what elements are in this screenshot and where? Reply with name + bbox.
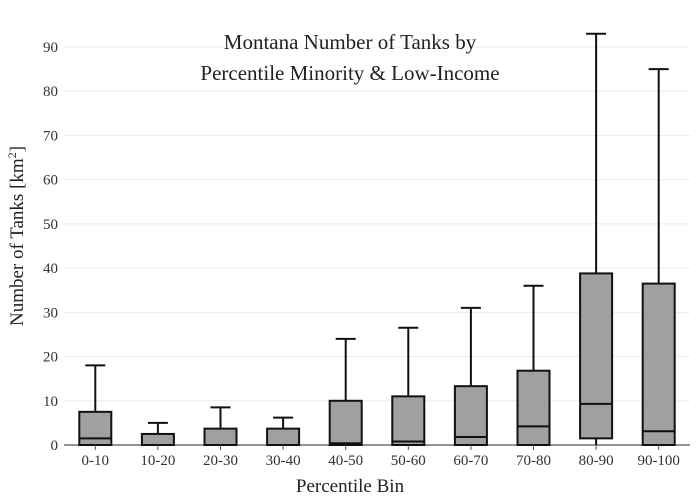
- box-0-10: [78, 364, 113, 447]
- box-iqr: [516, 369, 551, 446]
- box-80-90: [579, 32, 614, 445]
- y-tick-label: 30: [43, 305, 58, 321]
- chart-title-line-1: Montana Number of Tanks by: [223, 30, 477, 54]
- box-50-60: [391, 326, 426, 447]
- y-axis-title-end: ]: [7, 145, 29, 153]
- x-tick-label: 0-10: [82, 453, 110, 469]
- x-tick-label: 70-80: [516, 453, 551, 469]
- box-iqr: [328, 399, 363, 446]
- y-tick-label: 60: [43, 173, 58, 189]
- box-40-50: [328, 337, 363, 446]
- box-iqr: [203, 427, 238, 447]
- y-tick-label: 10: [43, 394, 58, 410]
- box-iqr: [266, 427, 301, 447]
- x-axis-ticks: 0-10 10-20 20-30 30-40 40-50 50-60 60-70 70-80 8…: [82, 445, 680, 469]
- box-iqr: [641, 282, 676, 447]
- box-iqr: [579, 272, 614, 440]
- y-axis-title-main: Number of Tanks [km: [7, 158, 29, 327]
- y-tick-label: 50: [43, 217, 58, 233]
- box-70-80: [516, 284, 551, 446]
- y-axis-ticks: 0 10 20 30 40 50 60 70 80 90: [43, 40, 58, 454]
- y-tick-label: 70: [43, 128, 58, 144]
- x-tick-label: 80-90: [579, 453, 614, 469]
- y-tick-label: 40: [43, 261, 58, 277]
- x-tick-label: 30-40: [266, 453, 301, 469]
- y-axis-title-superscript: 2: [4, 152, 19, 159]
- y-tick-label: 80: [43, 84, 58, 100]
- x-tick-label: 60-70: [453, 453, 488, 469]
- y-axis-title: Number of Tanks [km2]: [5, 146, 29, 326]
- x-axis-title: Percentile Bin: [295, 476, 405, 497]
- x-tick-label: 20-30: [203, 453, 238, 469]
- box-iqr: [78, 410, 113, 447]
- box-iqr: [391, 395, 426, 447]
- x-tick-label: 40-50: [328, 453, 363, 469]
- x-tick-label: 90-100: [637, 453, 680, 469]
- gridlines: [64, 46, 690, 402]
- box-60-70: [453, 306, 488, 447]
- y-tick-label: 0: [51, 438, 59, 454]
- y-tick-label: 90: [43, 40, 58, 56]
- chart-title-line-2: Percentile Minority & Low-Income: [200, 61, 500, 85]
- y-tick-label: 20: [43, 350, 58, 366]
- box-10-20: [140, 421, 175, 447]
- box-30-40: [266, 416, 301, 447]
- box-90-100: [641, 68, 676, 447]
- box-iqr: [140, 432, 175, 447]
- box-20-30: [203, 406, 238, 447]
- x-tick-label: 50-60: [391, 453, 426, 469]
- box-series: [78, 32, 676, 447]
- x-tick-label: 10-20: [140, 453, 175, 469]
